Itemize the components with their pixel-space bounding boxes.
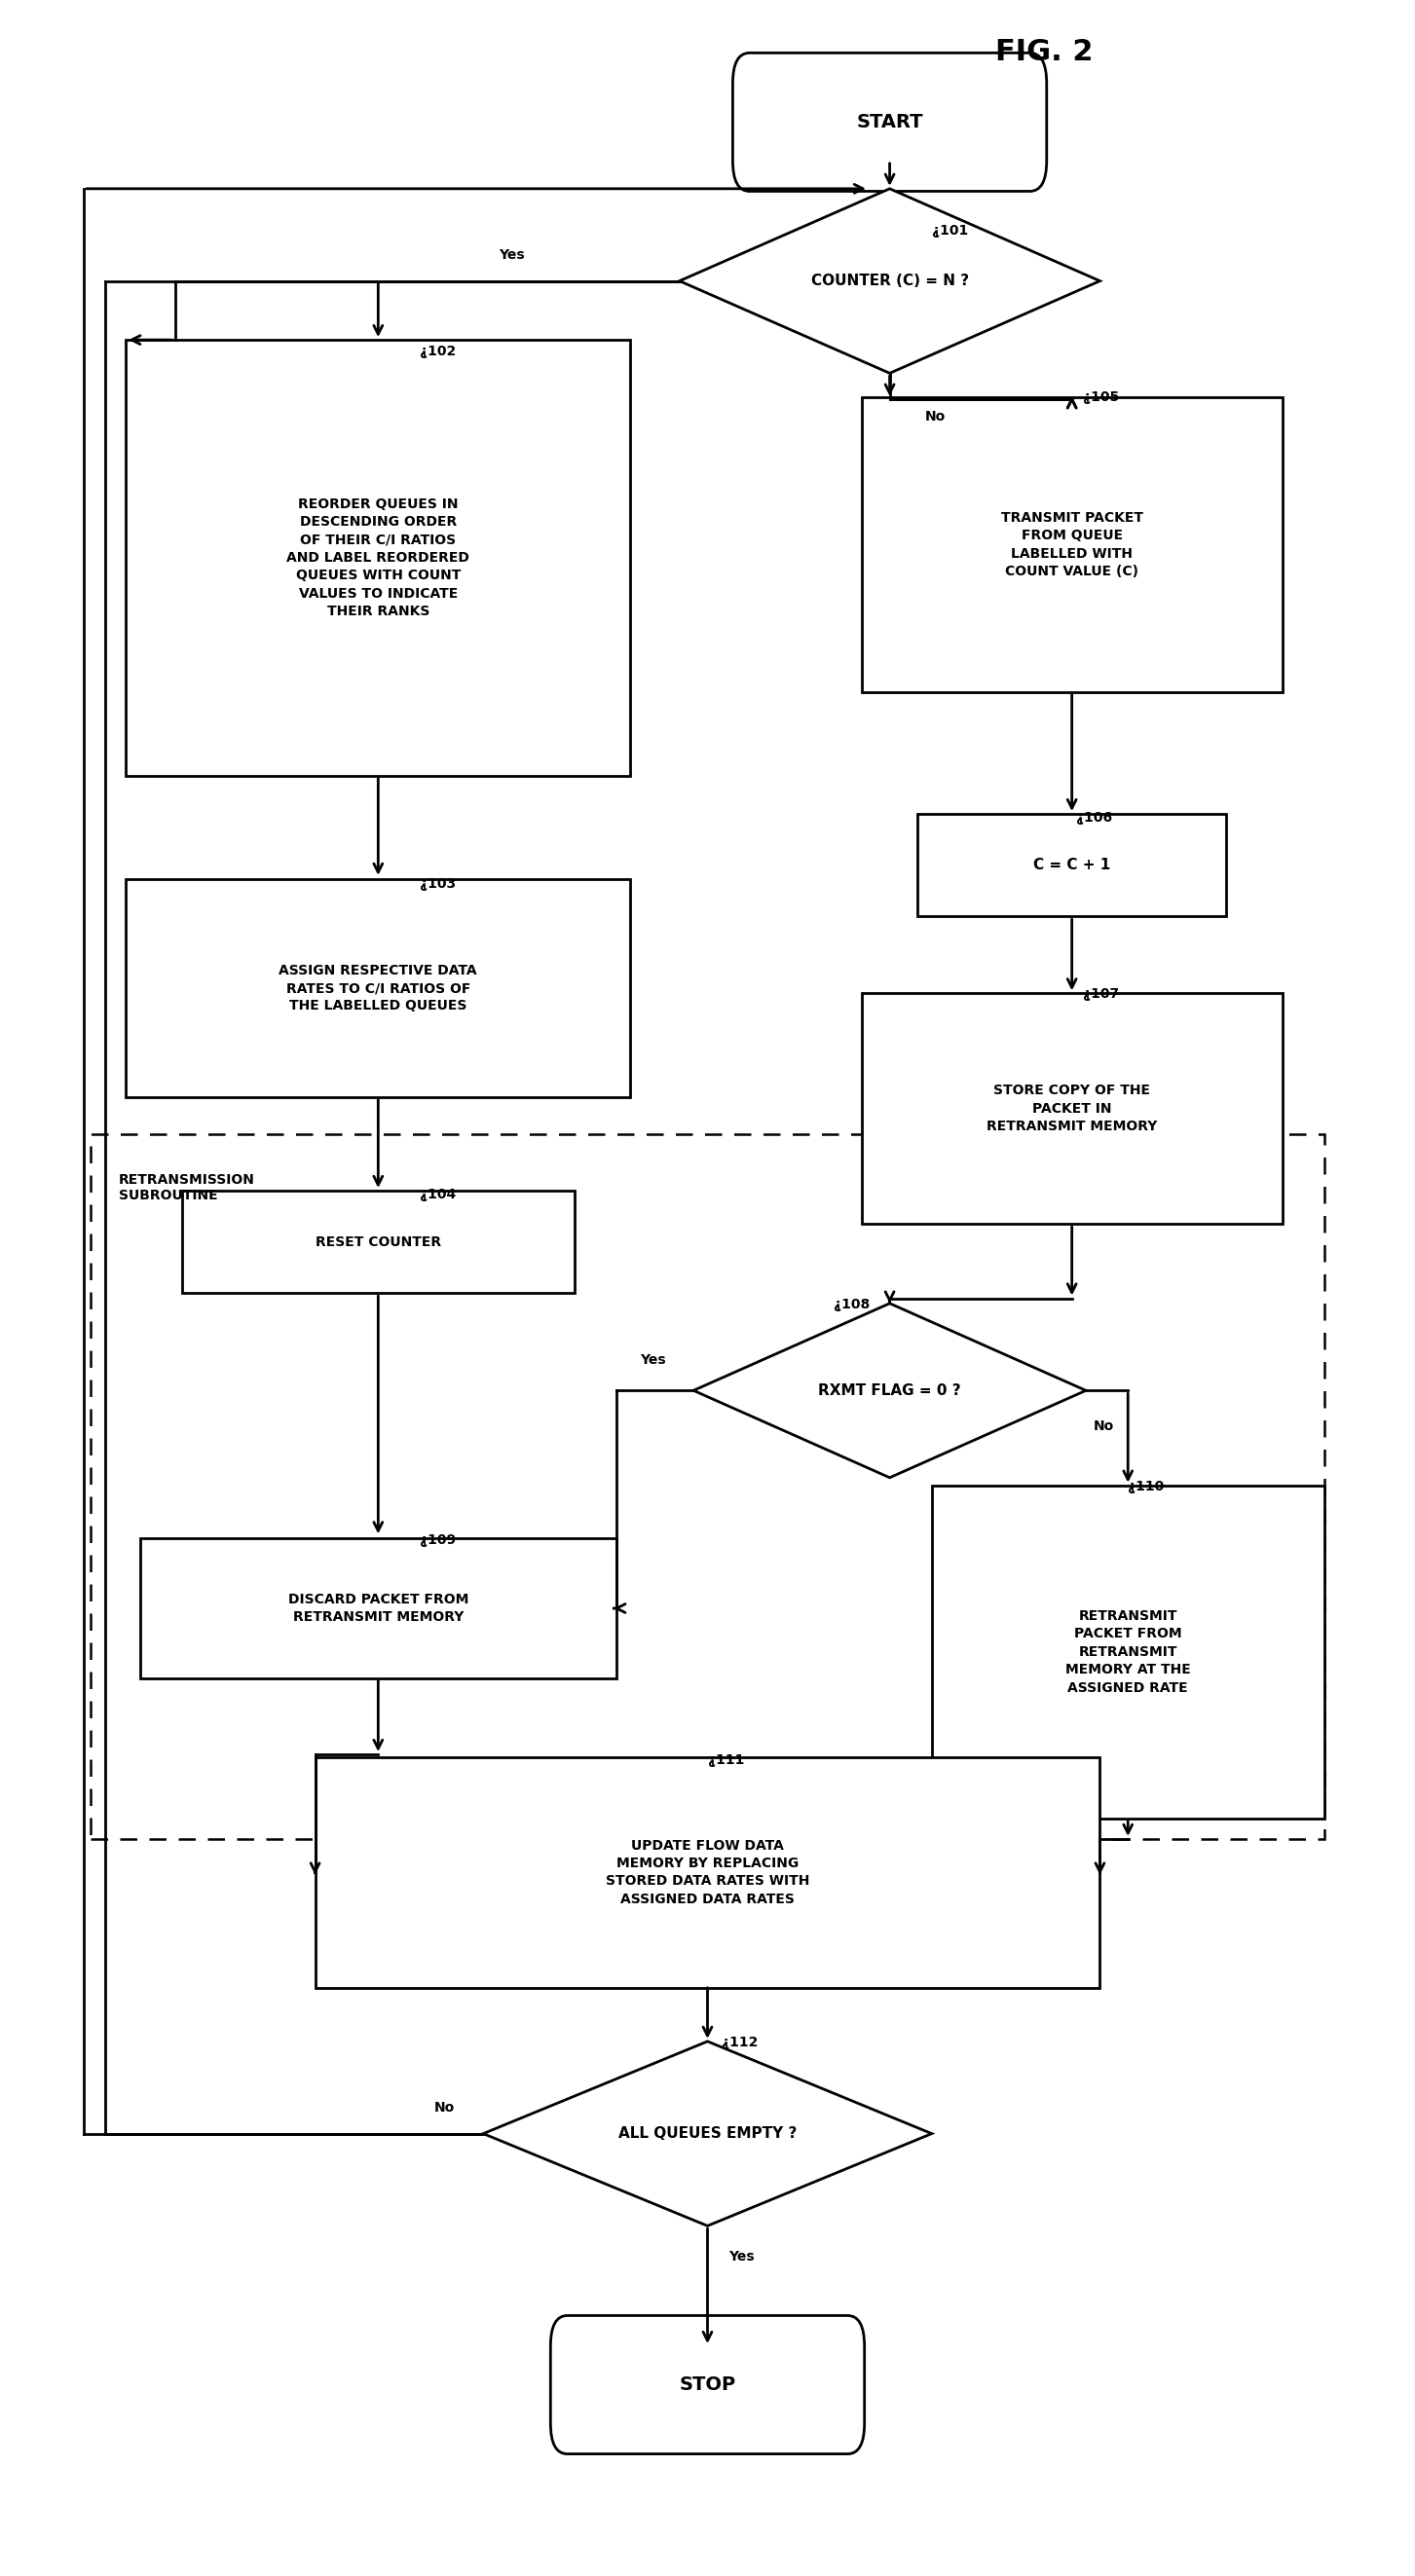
Text: ⸘103: ⸘103 xyxy=(420,878,457,891)
Bar xyxy=(183,1190,574,1293)
Text: Yes: Yes xyxy=(729,2249,754,2264)
FancyBboxPatch shape xyxy=(733,54,1047,191)
Text: ⸘108: ⸘108 xyxy=(833,1298,870,1311)
Text: ⸘106: ⸘106 xyxy=(1075,811,1112,824)
Text: ⸘101: ⸘101 xyxy=(931,224,968,237)
Text: ALL QUEUES EMPTY ?: ALL QUEUES EMPTY ? xyxy=(618,2125,797,2141)
Text: RETRANSMISSION
SUBROUTINE: RETRANSMISSION SUBROUTINE xyxy=(119,1172,255,1203)
Text: STOP: STOP xyxy=(679,2375,736,2393)
Text: ASSIGN RESPECTIVE DATA
RATES TO C/I RATIOS OF
THE LABELLED QUEUES: ASSIGN RESPECTIVE DATA RATES TO C/I RATI… xyxy=(279,963,477,1012)
Bar xyxy=(126,878,631,1097)
Bar xyxy=(316,1757,1099,1989)
Polygon shape xyxy=(484,2040,931,2226)
Text: No: No xyxy=(1092,1419,1114,1432)
Text: ⸘104: ⸘104 xyxy=(420,1188,457,1200)
Text: No: No xyxy=(925,410,945,422)
Text: FIG. 2: FIG. 2 xyxy=(995,39,1092,67)
Text: ⸘102: ⸘102 xyxy=(420,345,457,358)
Text: UPDATE FLOW DATA
MEMORY BY REPLACING
STORED DATA RATES WITH
ASSIGNED DATA RATES: UPDATE FLOW DATA MEMORY BY REPLACING STO… xyxy=(606,1839,809,1906)
Text: RESET COUNTER: RESET COUNTER xyxy=(316,1234,441,1249)
Text: Yes: Yes xyxy=(498,247,525,263)
Text: ⸘105: ⸘105 xyxy=(1082,392,1119,404)
Text: ⸘107: ⸘107 xyxy=(1082,987,1119,1002)
Bar xyxy=(931,1486,1324,1819)
Text: STORE COPY OF THE
PACKET IN
RETRANSMIT MEMORY: STORE COPY OF THE PACKET IN RETRANSMIT M… xyxy=(986,1084,1157,1133)
Bar xyxy=(862,994,1282,1224)
Bar xyxy=(862,397,1282,693)
Bar xyxy=(140,1538,617,1680)
Text: Yes: Yes xyxy=(640,1352,665,1365)
Text: C = C + 1: C = C + 1 xyxy=(1033,858,1111,873)
Polygon shape xyxy=(693,1303,1085,1479)
Text: DISCARD PACKET FROM
RETRANSMIT MEMORY: DISCARD PACKET FROM RETRANSMIT MEMORY xyxy=(287,1592,468,1623)
Text: ⸘111: ⸘111 xyxy=(708,1754,744,1767)
Bar xyxy=(918,814,1225,917)
Text: ⸘110: ⸘110 xyxy=(1128,1479,1165,1494)
Bar xyxy=(126,340,631,775)
Polygon shape xyxy=(679,188,1099,374)
Text: COUNTER (C) = N ?: COUNTER (C) = N ? xyxy=(811,273,969,289)
Bar xyxy=(91,1133,1324,1839)
Text: START: START xyxy=(856,113,923,131)
Text: TRANSMIT PACKET
FROM QUEUE
LABELLED WITH
COUNT VALUE (C): TRANSMIT PACKET FROM QUEUE LABELLED WITH… xyxy=(1000,510,1143,580)
Text: No: No xyxy=(434,2102,456,2115)
FancyBboxPatch shape xyxy=(550,2316,865,2455)
Text: RXMT FLAG = 0 ?: RXMT FLAG = 0 ? xyxy=(818,1383,961,1399)
Text: ⸘109: ⸘109 xyxy=(420,1533,457,1546)
Text: REORDER QUEUES IN
DESCENDING ORDER
OF THEIR C/I RATIOS
AND LABEL REORDERED
QUEUE: REORDER QUEUES IN DESCENDING ORDER OF TH… xyxy=(287,497,470,618)
Text: ⸘112: ⸘112 xyxy=(722,2035,758,2048)
Text: RETRANSMIT
PACKET FROM
RETRANSMIT
MEMORY AT THE
ASSIGNED RATE: RETRANSMIT PACKET FROM RETRANSMIT MEMORY… xyxy=(1065,1610,1190,1695)
